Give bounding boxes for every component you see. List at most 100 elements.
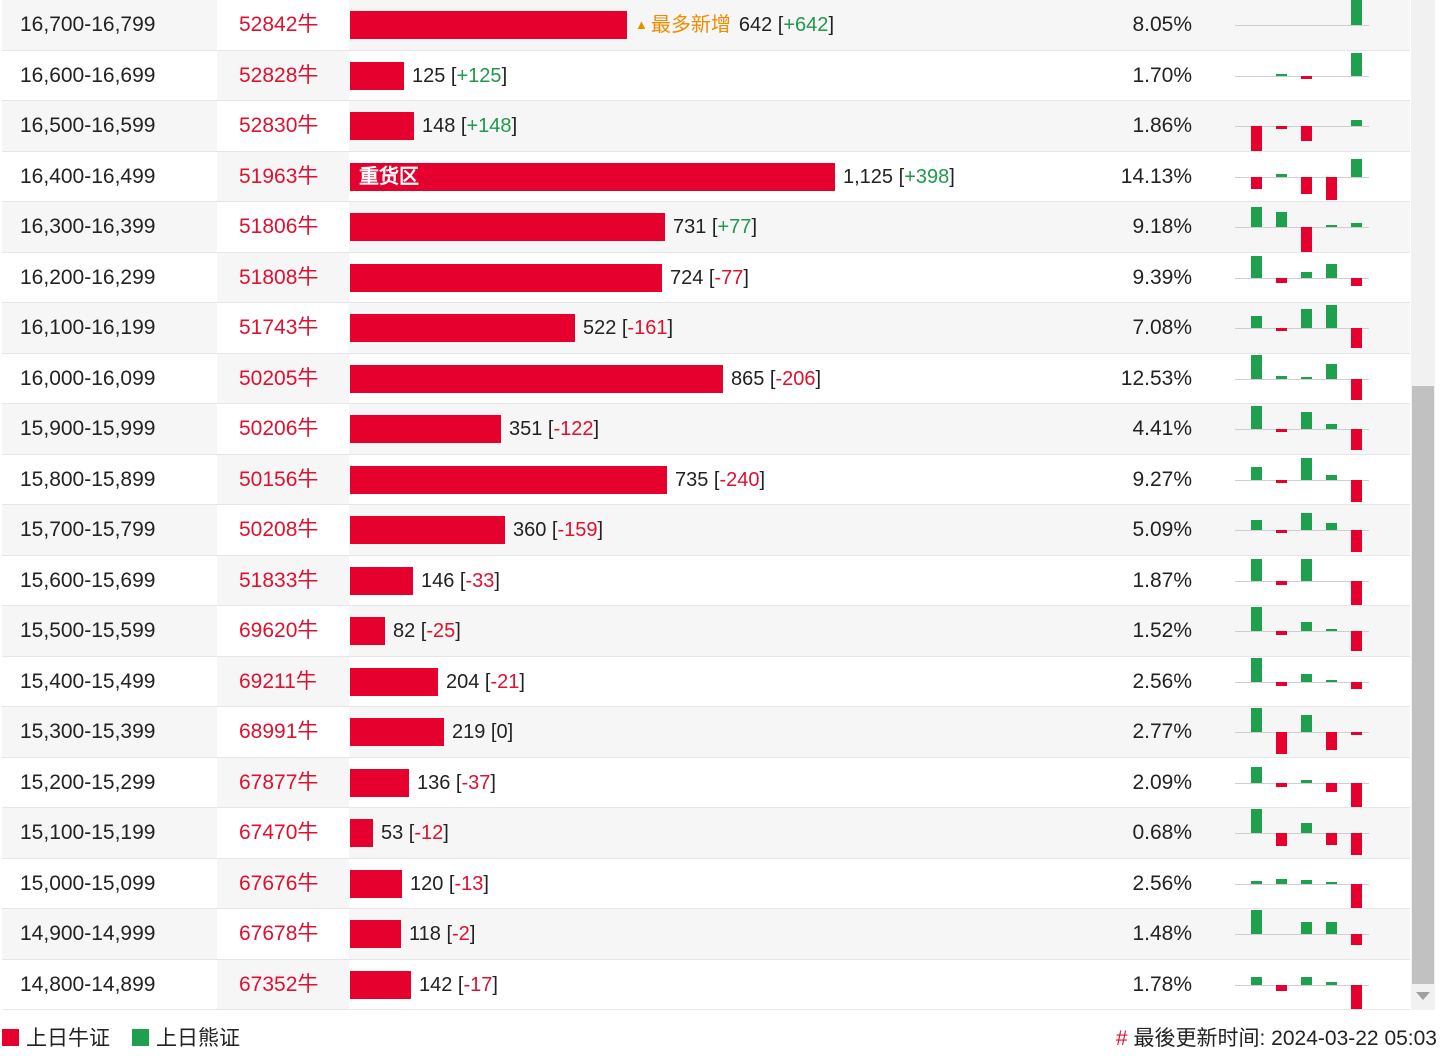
sparkline-bar [1251, 809, 1262, 833]
volume-change: +77 [717, 216, 752, 238]
sparkline-bar [1351, 782, 1362, 807]
sparkline-bar [1351, 732, 1362, 735]
sparkline-bar [1301, 227, 1312, 252]
sparkline-bar [1301, 126, 1312, 141]
sparkline-bar [1251, 466, 1262, 480]
sparkline-bar [1351, 681, 1362, 689]
warrant-code-link[interactable]: 67470牛 [239, 821, 319, 844]
sparkline-bar [1351, 0, 1362, 25]
volume-bar [350, 61, 404, 90]
volume-bar-cell: 重货区 1,125 [+398] [350, 162, 955, 191]
volume-change: -159 [557, 519, 598, 541]
table-row[interactable]: 15,700-15,799 50208牛 360 [-159] 5.09% [2, 505, 1410, 556]
strike-range: 14,800-14,899 [20, 972, 156, 996]
code-cell-bg [217, 757, 349, 807]
scroll-down-arrow-icon[interactable] [1416, 992, 1430, 1000]
percentage: 2.56% [1132, 871, 1192, 895]
table-row[interactable]: 16,000-16,099 50205牛 865 [-206] 12.53% [2, 353, 1410, 404]
strike-range: 16,400-16,499 [20, 164, 156, 188]
warrant-code-link[interactable]: 52842牛 [239, 13, 319, 36]
sparkline-bar [1276, 530, 1287, 533]
table-row[interactable]: 16,700-16,799 52842牛 ▲ 最多新增 642 [+642] 8.05% [2, 0, 1410, 51]
sparkline-bar [1301, 823, 1312, 833]
sparkline-bar [1326, 629, 1337, 631]
sparkline-bar [1301, 412, 1312, 429]
warrant-code-link[interactable]: 69620牛 [239, 619, 319, 642]
volume-bar [350, 617, 385, 645]
sparkline-baseline [1235, 631, 1369, 632]
code-cell-bg [217, 656, 349, 706]
sparkline-bar [1351, 479, 1362, 502]
warrant-code-link[interactable]: 67877牛 [239, 770, 319, 794]
sparkline-bar [1276, 631, 1287, 635]
trend-sparkline [1235, 505, 1369, 555]
scrollbar-thumb[interactable] [1412, 386, 1434, 984]
sparkline-bar [1251, 657, 1262, 682]
sparkline-bar [1276, 212, 1287, 227]
strike-range: 15,600-15,699 [20, 568, 156, 592]
warrant-code-link[interactable]: 67676牛 [239, 871, 319, 895]
warrant-code-link[interactable]: 52828牛 [239, 63, 319, 87]
last-updated-text: 最後更新时间: 2024-03-22 05:03 [1133, 1027, 1437, 1050]
strike-range: 16,700-16,799 [20, 13, 156, 36]
table-row[interactable]: 15,000-15,099 67676牛 120 [-13] 2.56% [2, 858, 1410, 909]
table-row[interactable]: 16,300-16,399 51806牛 731 [+77] 9.18% [2, 202, 1410, 253]
warrant-code-link[interactable]: 50205牛 [239, 366, 319, 390]
table-row[interactable]: 15,600-15,699 51833牛 146 [-33] 1.87% [2, 555, 1410, 606]
volume-number: 136 [417, 771, 451, 794]
sparkline-bar [1301, 176, 1312, 194]
table-row[interactable]: 16,200-16,299 51808牛 724 [-77] 9.39% [2, 252, 1410, 303]
sparkline-bar [1251, 354, 1262, 379]
volume-bar: 重货区 [350, 162, 835, 191]
warrant-code-link[interactable]: 67352牛 [239, 972, 319, 996]
sparkline-bar [1326, 523, 1337, 530]
table-row[interactable]: 15,200-15,299 67877牛 136 [-37] 2.09% [2, 757, 1410, 808]
volume-number: 1,125 [843, 165, 894, 188]
volume-bar-cell: 136 [-37] [350, 768, 496, 797]
warrant-code-link[interactable]: 51963牛 [239, 164, 319, 188]
warrant-code-link[interactable]: 52830牛 [239, 114, 319, 137]
sparkline-baseline [1235, 833, 1369, 834]
warrant-code-link[interactable]: 68991牛 [239, 720, 319, 743]
volume-bar [350, 920, 401, 948]
sparkline-bar [1251, 176, 1262, 189]
table-row[interactable]: 16,400-16,499 51963牛 重货区 1,125 [+398] 14.13% [2, 151, 1410, 202]
warrant-code-link[interactable]: 67678牛 [239, 922, 319, 945]
code-cell-bg [217, 101, 349, 151]
warrant-code-link[interactable]: 51808牛 [239, 265, 319, 289]
table-row[interactable]: 16,100-16,199 51743牛 522 [-161] 7.08% [2, 303, 1410, 354]
sparkline-bar [1276, 73, 1287, 76]
percentage: 1.86% [1132, 114, 1192, 137]
table-row[interactable]: 15,900-15,999 50206牛 351 [-122] 4.41% [2, 404, 1410, 455]
table-row[interactable]: 15,400-15,499 69211牛 204 [-21] 2.56% [2, 656, 1410, 707]
volume-value: 53 [-12] [381, 822, 449, 844]
warrant-code-link[interactable]: 51806牛 [239, 215, 319, 238]
table-row[interactable]: 16,600-16,699 52828牛 125 [+125] 1.70% [2, 50, 1410, 101]
strike-range: 15,500-15,599 [20, 619, 156, 642]
warrant-code-link[interactable]: 51743牛 [239, 316, 319, 339]
volume-change: +398 [904, 165, 950, 188]
volume-value: 219 [0] [452, 721, 514, 743]
table-row[interactable]: 14,800-14,899 67352牛 142 [-17] 1.78% [2, 959, 1410, 1010]
volume-number: 360 [513, 519, 547, 541]
sparkline-bar [1301, 513, 1312, 530]
volume-bar-cell: 219 [0] [350, 718, 513, 746]
percentage: 5.09% [1132, 518, 1192, 541]
warrant-code-link[interactable]: 50206牛 [239, 417, 319, 440]
table-row[interactable]: 14,900-14,999 67678牛 118 [-2] 1.48% [2, 909, 1410, 960]
table-row[interactable]: 15,800-15,899 50156牛 735 [-240] 9.27% [2, 454, 1410, 505]
heavy-zone-label: 重货区 [359, 165, 419, 188]
volume-value: 125 [+125] [412, 64, 508, 87]
warrant-code-link[interactable]: 50156牛 [239, 467, 319, 491]
strike-range: 16,000-16,099 [20, 366, 156, 390]
warrant-code-link[interactable]: 69211牛 [239, 669, 317, 693]
sparkline-baseline [1235, 277, 1369, 279]
sparkline-bar [1251, 316, 1262, 328]
table-row[interactable]: 16,500-16,599 52830牛 148 [+148] 1.86% [2, 101, 1410, 152]
sparkline-bar [1276, 984, 1287, 991]
table-row[interactable]: 15,300-15,399 68991牛 219 [0] 2.77% [2, 707, 1410, 758]
table-row[interactable]: 15,100-15,199 67470牛 53 [-12] 0.68% [2, 808, 1410, 859]
warrant-code-link[interactable]: 50208牛 [239, 518, 319, 541]
warrant-code-link[interactable]: 51833牛 [239, 568, 319, 592]
table-row[interactable]: 15,500-15,599 69620牛 82 [-25] 1.52% [2, 606, 1410, 657]
